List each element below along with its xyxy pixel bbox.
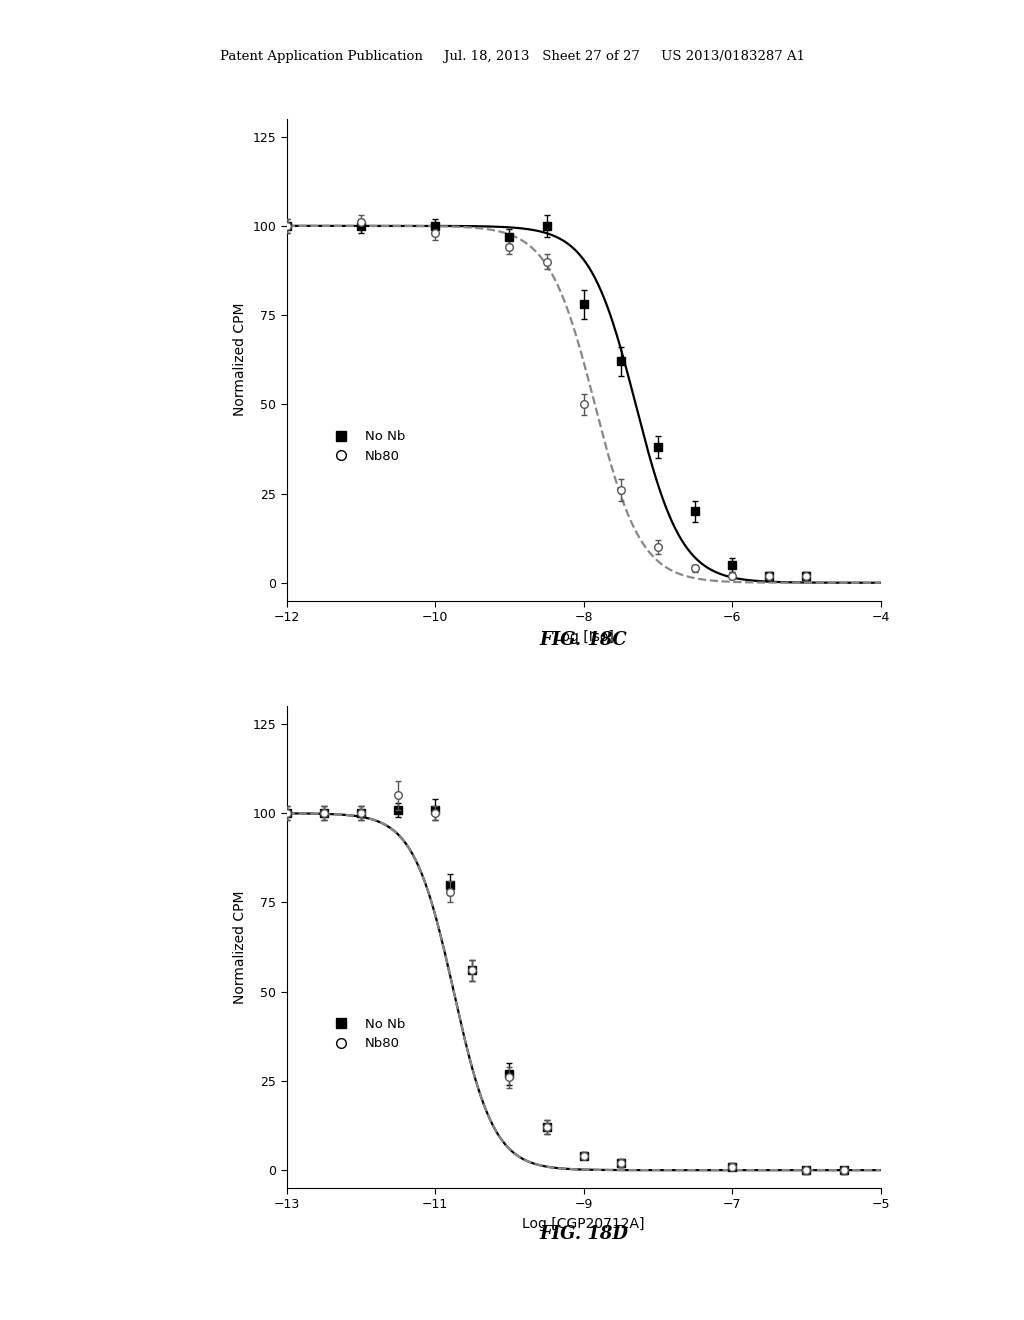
Legend: No Nb, Nb80: No Nb, Nb80 (323, 1012, 411, 1056)
Text: Patent Application Publication     Jul. 18, 2013   Sheet 27 of 27     US 2013/01: Patent Application Publication Jul. 18, … (219, 50, 805, 63)
X-axis label: Log [Iso]: Log [Iso] (554, 630, 613, 644)
Text: FIG. 18C: FIG. 18C (540, 631, 628, 649)
Y-axis label: Normalized CPM: Normalized CPM (232, 891, 247, 1003)
X-axis label: Log [CGP20712A]: Log [CGP20712A] (522, 1217, 645, 1232)
Y-axis label: Normalized CPM: Normalized CPM (232, 304, 247, 416)
Text: FIG. 18D: FIG. 18D (540, 1225, 628, 1243)
Legend: No Nb, Nb80: No Nb, Nb80 (323, 425, 411, 469)
